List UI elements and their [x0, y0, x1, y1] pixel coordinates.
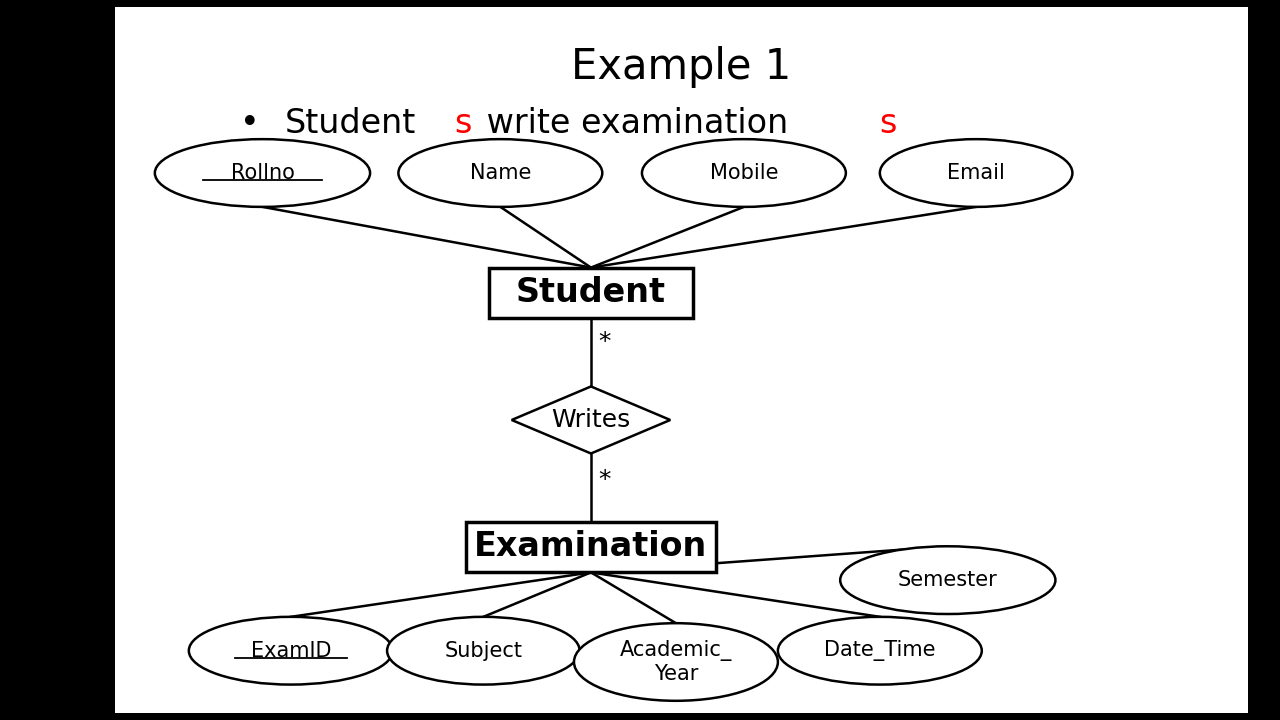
Text: ExamID: ExamID [251, 641, 332, 661]
Text: Examination: Examination [475, 531, 708, 564]
Text: *: * [598, 469, 611, 492]
Text: Name: Name [470, 163, 531, 183]
Ellipse shape [387, 617, 580, 685]
Ellipse shape [155, 139, 370, 207]
Text: Student: Student [516, 276, 666, 310]
Ellipse shape [879, 139, 1073, 207]
Text: Subject: Subject [444, 641, 522, 661]
Text: Example 1: Example 1 [571, 46, 792, 88]
Text: Mobile: Mobile [709, 163, 778, 183]
Text: Email: Email [947, 163, 1005, 183]
Ellipse shape [840, 546, 1056, 614]
Polygon shape [512, 387, 671, 454]
Ellipse shape [573, 624, 778, 701]
Text: Date_Time: Date_Time [824, 640, 936, 661]
Text: Academic_
Year: Academic_ Year [620, 640, 732, 684]
Text: s: s [454, 107, 471, 140]
Ellipse shape [643, 139, 846, 207]
Ellipse shape [778, 617, 982, 685]
Ellipse shape [189, 617, 393, 685]
Text: Student: Student [284, 107, 416, 140]
FancyBboxPatch shape [115, 7, 1248, 713]
FancyBboxPatch shape [466, 521, 716, 572]
Text: Writes: Writes [552, 408, 631, 432]
FancyBboxPatch shape [489, 268, 692, 318]
Text: write examination: write examination [476, 107, 788, 140]
Text: •: • [239, 107, 260, 140]
Ellipse shape [398, 139, 603, 207]
Text: s: s [879, 107, 897, 140]
Text: Semester: Semester [899, 570, 997, 590]
Text: Rollno: Rollno [230, 163, 294, 183]
Text: *: * [598, 330, 611, 354]
